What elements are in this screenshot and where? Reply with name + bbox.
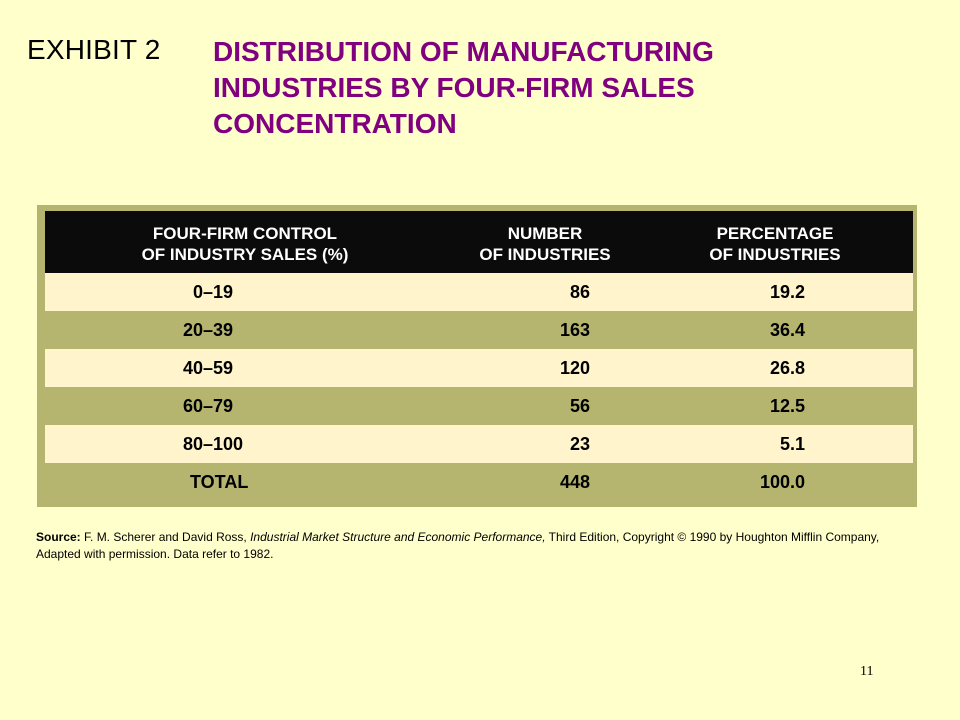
range-cell: 0–19 — [193, 282, 234, 302]
table-row: 80–100 23 5.1 — [45, 425, 913, 463]
header-line: FOUR-FIRM CONTROL — [152, 224, 338, 243]
total-percent: 100.0 — [759, 472, 805, 492]
table-row: 0–19 86 19.2 — [45, 273, 913, 311]
source-note: Source: F. M. Scherer and David Ross, In… — [36, 529, 926, 563]
title-line-1: DISTRIBUTION OF MANUFACTURING — [213, 36, 714, 67]
title-line-2: INDUSTRIES BY FOUR-FIRM SALES — [213, 72, 695, 103]
exhibit-label: EXHIBIT 2 — [27, 34, 161, 65]
percent-cell: 5.1 — [779, 434, 805, 454]
percent-cell: 26.8 — [769, 358, 805, 378]
source-book-title: Industrial Market Structure and Economic… — [250, 530, 546, 544]
header-line: OF INDUSTRIES — [709, 245, 841, 264]
header-line: PERCENTAGE — [716, 224, 834, 243]
percent-cell: 19.2 — [769, 282, 805, 302]
exhibit-title: DISTRIBUTION OF MANUFACTURING INDUSTRIES… — [213, 34, 913, 142]
table-header: FOUR-FIRM CONTROL OF INDUSTRY SALES (%) … — [45, 211, 913, 273]
range-cell: 80–100 — [183, 434, 244, 454]
table-row: 60–79 56 12.5 — [45, 387, 913, 425]
header-line: OF INDUSTRY SALES (%) — [141, 245, 349, 264]
table-row-total: TOTAL 448 100.0 — [45, 463, 913, 501]
count-cell: 163 — [559, 320, 590, 340]
percent-cell: 36.4 — [769, 320, 805, 340]
title-line-3: CONCENTRATION — [213, 108, 457, 139]
header-number-of-industries: NUMBER OF INDUSTRIES — [445, 223, 645, 265]
table-row: 40–59 120 26.8 — [45, 349, 913, 387]
count-cell: 86 — [569, 282, 590, 302]
range-cell: 20–39 — [183, 320, 234, 340]
header-line: OF INDUSTRIES — [479, 245, 611, 264]
percent-cell: 12.5 — [769, 396, 805, 416]
source-label: Source: — [36, 530, 81, 544]
range-cell: 60–79 — [183, 396, 234, 416]
header-line: NUMBER — [507, 224, 583, 243]
count-cell: 23 — [569, 434, 590, 454]
table-row: 20–39 163 36.4 — [45, 311, 913, 349]
concentration-table: FOUR-FIRM CONTROL OF INDUSTRY SALES (%) … — [37, 205, 917, 507]
header-four-firm-control: FOUR-FIRM CONTROL OF INDUSTRY SALES (%) — [85, 223, 405, 265]
source-details: Third Edition, Copyright © 1990 by Hough… — [36, 530, 880, 561]
count-cell: 56 — [569, 396, 590, 416]
total-count: 448 — [559, 472, 590, 492]
source-authors: F. M. Scherer and David Ross, — [80, 530, 251, 544]
count-cell: 120 — [559, 358, 590, 378]
page-number: 11 — [860, 664, 874, 679]
total-label: TOTAL — [190, 472, 249, 492]
range-cell: 40–59 — [183, 358, 234, 378]
header-percentage-of-industries: PERCENTAGE OF INDUSTRIES — [685, 223, 865, 265]
